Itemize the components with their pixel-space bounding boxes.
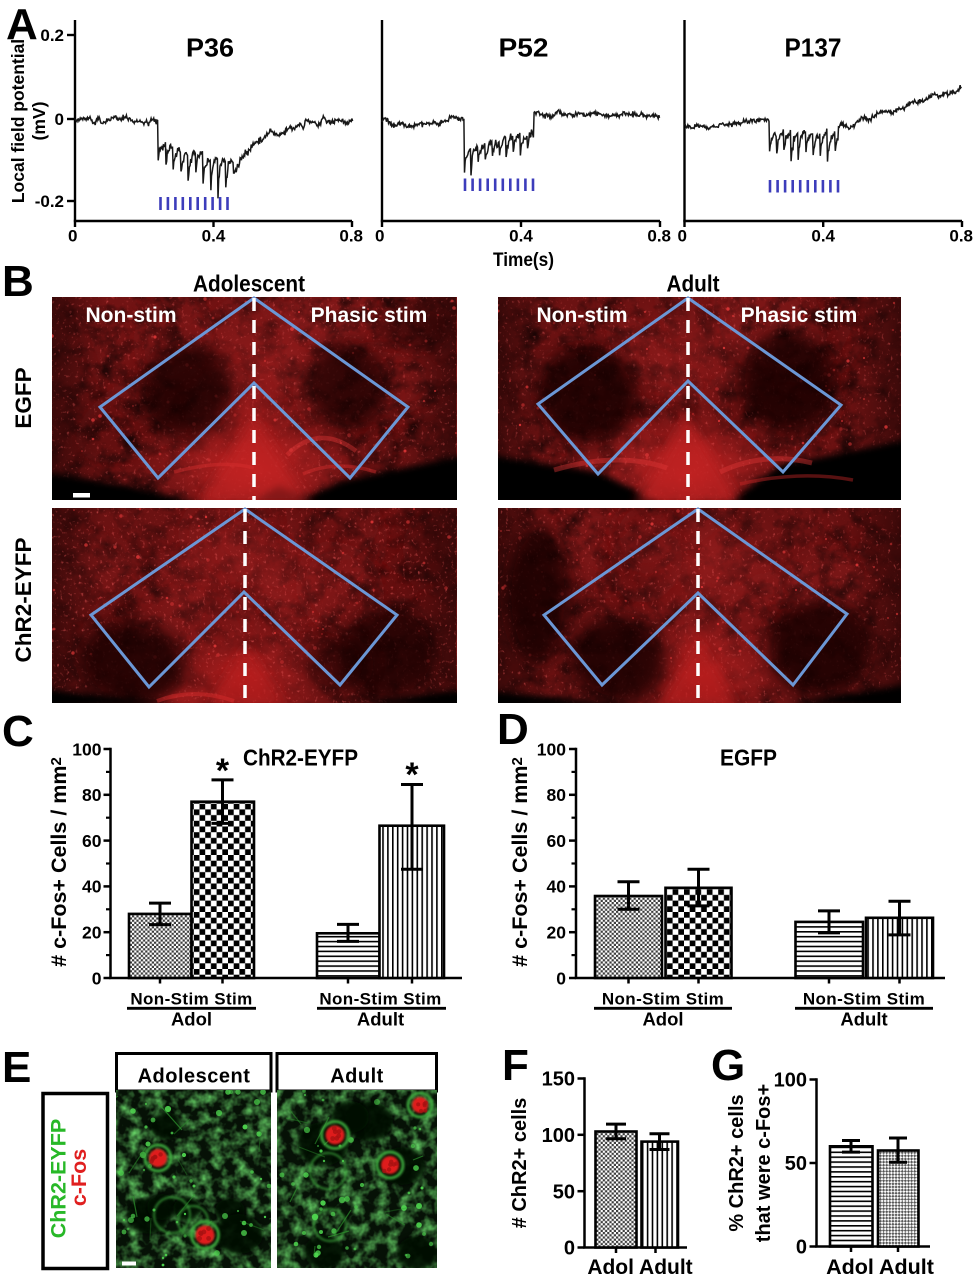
svg-text:80: 80: [547, 785, 567, 805]
svg-text:Adolescent: Adolescent: [138, 1066, 251, 1088]
svg-text:50: 50: [553, 1181, 575, 1203]
svg-text:Local field potential: Local field potential: [8, 39, 28, 203]
svg-text:50: 50: [785, 1153, 807, 1175]
svg-text:# ChR2+ cells: # ChR2+ cells: [509, 1098, 531, 1229]
svg-text:*: *: [216, 752, 230, 790]
svg-text:0.8: 0.8: [339, 227, 363, 246]
svg-text:% ChR2+ cells: % ChR2+ cells: [726, 1094, 748, 1231]
svg-text:0.8: 0.8: [949, 227, 973, 246]
svg-text:60: 60: [547, 831, 567, 851]
svg-text:0: 0: [68, 227, 77, 246]
svg-text:that were c-Fos+: that were c-Fos+: [753, 1084, 775, 1242]
svg-text:Adol: Adol: [171, 1009, 212, 1030]
svg-text:ChR2-EYFP: ChR2-EYFP: [47, 1119, 71, 1238]
svg-text:Non-Stim Stim: Non-Stim Stim: [602, 990, 724, 1009]
svg-text:60: 60: [82, 831, 102, 851]
svg-text:0.8: 0.8: [647, 227, 671, 246]
svg-text:(mV): (mV): [29, 102, 49, 141]
svg-text:0: 0: [375, 227, 384, 246]
svg-text:Adolescent: Adolescent: [193, 271, 305, 297]
svg-text:Non-Stim Stim: Non-Stim Stim: [130, 990, 252, 1009]
svg-text:0.4: 0.4: [509, 227, 533, 246]
svg-text:Adult: Adult: [357, 1009, 404, 1030]
svg-text:EGFP: EGFP: [11, 367, 36, 428]
svg-text:A: A: [6, 0, 38, 49]
svg-text:Adol Adult: Adol Adult: [587, 1256, 692, 1279]
svg-text:# c-Fos+ Cells / mm2: # c-Fos+ Cells / mm2: [508, 757, 532, 967]
svg-text:0.4: 0.4: [811, 227, 835, 246]
svg-text:# c-Fos+ Cells / mm2: # c-Fos+ Cells / mm2: [47, 757, 71, 967]
svg-text:Adol Adult: Adol Adult: [826, 1255, 934, 1279]
svg-text:Non-Stim Stim: Non-Stim Stim: [319, 990, 441, 1009]
svg-text:B: B: [2, 257, 34, 306]
svg-text:Time(s): Time(s): [493, 250, 554, 271]
svg-text:Phasic stim: Phasic stim: [741, 304, 858, 327]
svg-text:Adult: Adult: [840, 1009, 887, 1030]
svg-text:0: 0: [55, 110, 64, 129]
svg-text:E: E: [2, 1043, 31, 1092]
svg-text:EGFP: EGFP: [720, 745, 777, 771]
svg-text:Adult: Adult: [330, 1066, 384, 1088]
svg-text:100: 100: [774, 1070, 807, 1092]
svg-text:80: 80: [82, 785, 102, 805]
svg-text:D: D: [497, 705, 529, 754]
svg-text:0.4: 0.4: [202, 227, 226, 246]
svg-text:0: 0: [556, 968, 566, 988]
svg-text:100: 100: [537, 739, 566, 759]
svg-text:100: 100: [72, 739, 101, 759]
svg-text:P36: P36: [186, 33, 234, 63]
svg-text:0: 0: [92, 968, 102, 988]
svg-text:-0.2: -0.2: [35, 192, 64, 211]
svg-text:40: 40: [547, 877, 567, 897]
svg-text:*: *: [405, 756, 419, 794]
svg-text:150: 150: [542, 1069, 575, 1091]
svg-text:P52: P52: [499, 33, 549, 63]
svg-text:ChR2-EYFP: ChR2-EYFP: [243, 745, 358, 771]
svg-text:40: 40: [82, 877, 102, 897]
svg-text:F: F: [502, 1041, 529, 1090]
svg-text:0.2: 0.2: [40, 26, 64, 45]
svg-text:20: 20: [82, 923, 102, 943]
svg-text:0: 0: [796, 1237, 807, 1259]
svg-text:Non-stim: Non-stim: [86, 304, 177, 327]
svg-text:P137: P137: [785, 33, 842, 63]
svg-text:Phasic stim: Phasic stim: [311, 304, 428, 327]
svg-text:Non-Stim Stim: Non-Stim Stim: [803, 990, 925, 1009]
svg-text:0: 0: [564, 1238, 575, 1260]
svg-text:c-Fos: c-Fos: [67, 1149, 91, 1206]
svg-text:ChR2-EYFP: ChR2-EYFP: [11, 537, 36, 662]
svg-text:Non-stim: Non-stim: [537, 304, 628, 327]
svg-text:G: G: [711, 1041, 745, 1090]
svg-text:100: 100: [542, 1125, 575, 1147]
svg-text:0: 0: [678, 227, 687, 246]
svg-text:Adult: Adult: [667, 271, 720, 297]
svg-text:20: 20: [547, 923, 567, 943]
svg-text:C: C: [2, 707, 34, 756]
svg-text:Adol: Adol: [642, 1009, 683, 1030]
